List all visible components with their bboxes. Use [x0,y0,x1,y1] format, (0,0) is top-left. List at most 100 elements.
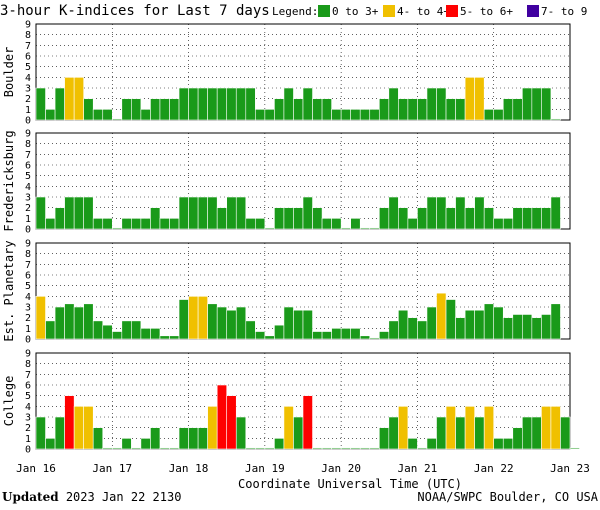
k-index-bar [169,335,180,340]
k-index-bar [73,196,84,230]
chart-panels: 0123456789Boulder0123456789Fredericksbur… [2,20,580,456]
k-index-bar [131,218,142,230]
k-index-bar [455,317,466,340]
k-index-bar [188,196,199,230]
k-index-bar [493,306,504,340]
k-index-bar [455,416,466,450]
k-index-bar [550,196,561,230]
k-index-bar [150,328,161,340]
k-index-bar [92,427,104,450]
k-index-bar [35,416,46,450]
k-index-bar [64,196,75,230]
y-tick-label: 1 [25,214,31,225]
k-index-bar [426,87,437,121]
k-index-bar [245,447,256,450]
k-index-bar [169,218,180,230]
k-index-bar [283,87,294,121]
k-index-bar [369,337,380,340]
k-index-bar [531,87,542,121]
k-index-bar [159,335,170,340]
k-index-bar [550,303,561,340]
k-index-bar [550,406,561,450]
legend-swatch-1 [318,5,330,17]
k-index-bar [512,98,523,121]
k-index-bar [73,306,84,340]
k-index-bar [522,314,533,340]
k-index-bar [293,207,304,230]
y-tick-label: 0 [25,116,31,127]
k-index-bar [350,109,361,121]
k-index-bar [131,320,142,340]
k-index-bar [178,299,189,340]
k-index-bar [83,406,94,450]
k-index-bar [83,303,94,340]
k-index-bar [378,427,390,450]
k-index-bar [293,98,304,121]
k-index-bar [226,196,237,230]
k-index-bar [550,118,561,121]
k-index-bar [150,207,161,230]
y-tick-label: 5 [25,391,31,402]
y-tick-label: 8 [25,249,31,260]
k-index-bar [312,331,323,340]
k-index-bar [226,395,237,450]
k-index-bar [45,438,56,450]
y-tick-label: 7 [25,370,31,381]
y-tick-label: 9 [25,20,31,31]
legend-entry-1: 0 to 3+ [332,5,379,18]
k-index-bar [111,118,123,121]
x-axis-label: Coordinate Universal Time (UTC) [238,477,462,490]
k-index-bar [388,87,399,121]
y-tick-label: 0 [25,335,31,346]
y-tick-label: 1 [25,434,31,445]
k-index-bar [522,87,533,121]
k-index-bar [293,309,304,340]
k-index-bar [417,207,428,230]
k-index-bar [331,328,342,340]
k-index-bar [64,77,75,121]
k-index-bar [111,227,123,230]
y-tick-label: 6 [25,52,31,63]
k-index-bar [426,306,437,340]
k-index-bar [216,207,228,230]
k-index-bar [474,309,485,340]
k-index-bar [398,309,409,340]
y-tick-label: 3 [25,303,31,314]
k-index-bar [264,447,275,450]
k-index-bar [131,98,142,121]
k-index-bar [216,87,228,121]
y-tick-label: 2 [25,313,31,324]
k-index-bar [207,303,218,340]
k-index-bar [340,328,351,340]
k-index-bar [45,218,56,230]
k-index-bar [426,196,437,230]
k-index-bar [274,207,285,230]
k-index-bar [150,98,161,121]
k-index-bar [92,109,104,121]
k-index-bar [121,438,132,450]
k-index-bar [64,303,75,340]
k-index-chart: 3-hour K-indices for Last 7 days Legend:… [0,3,590,490]
updated-timestamp: 2023 Jan 22 2130 [65,490,182,504]
k-index-bar [378,331,390,340]
k-index-bar [512,314,523,340]
k-index-bar [312,207,323,230]
k-index-bar [283,207,294,230]
k-index-bar [226,309,237,340]
y-tick-label: 5 [25,281,31,292]
series-name: Fredericksburg [2,130,16,231]
y-tick-label: 5 [25,171,31,182]
k-index-bar [321,331,332,340]
y-tick-label: 1 [25,324,31,335]
x-axis: Jan 16 Jan 17 Jan 18 Jan 19 Jan 20 Jan 21 Jan … [16,462,590,475]
k-index-bar [445,207,456,230]
x-tick-label: Jan 22 [474,462,514,475]
k-index-bar [178,87,189,121]
k-index-bar [235,306,247,340]
k-index-bar [378,98,390,121]
k-index-bar [464,207,475,230]
k-index-bar [474,77,485,121]
k-index-bar [359,109,371,121]
k-index-bar [121,218,132,230]
k-index-bar [502,317,514,340]
